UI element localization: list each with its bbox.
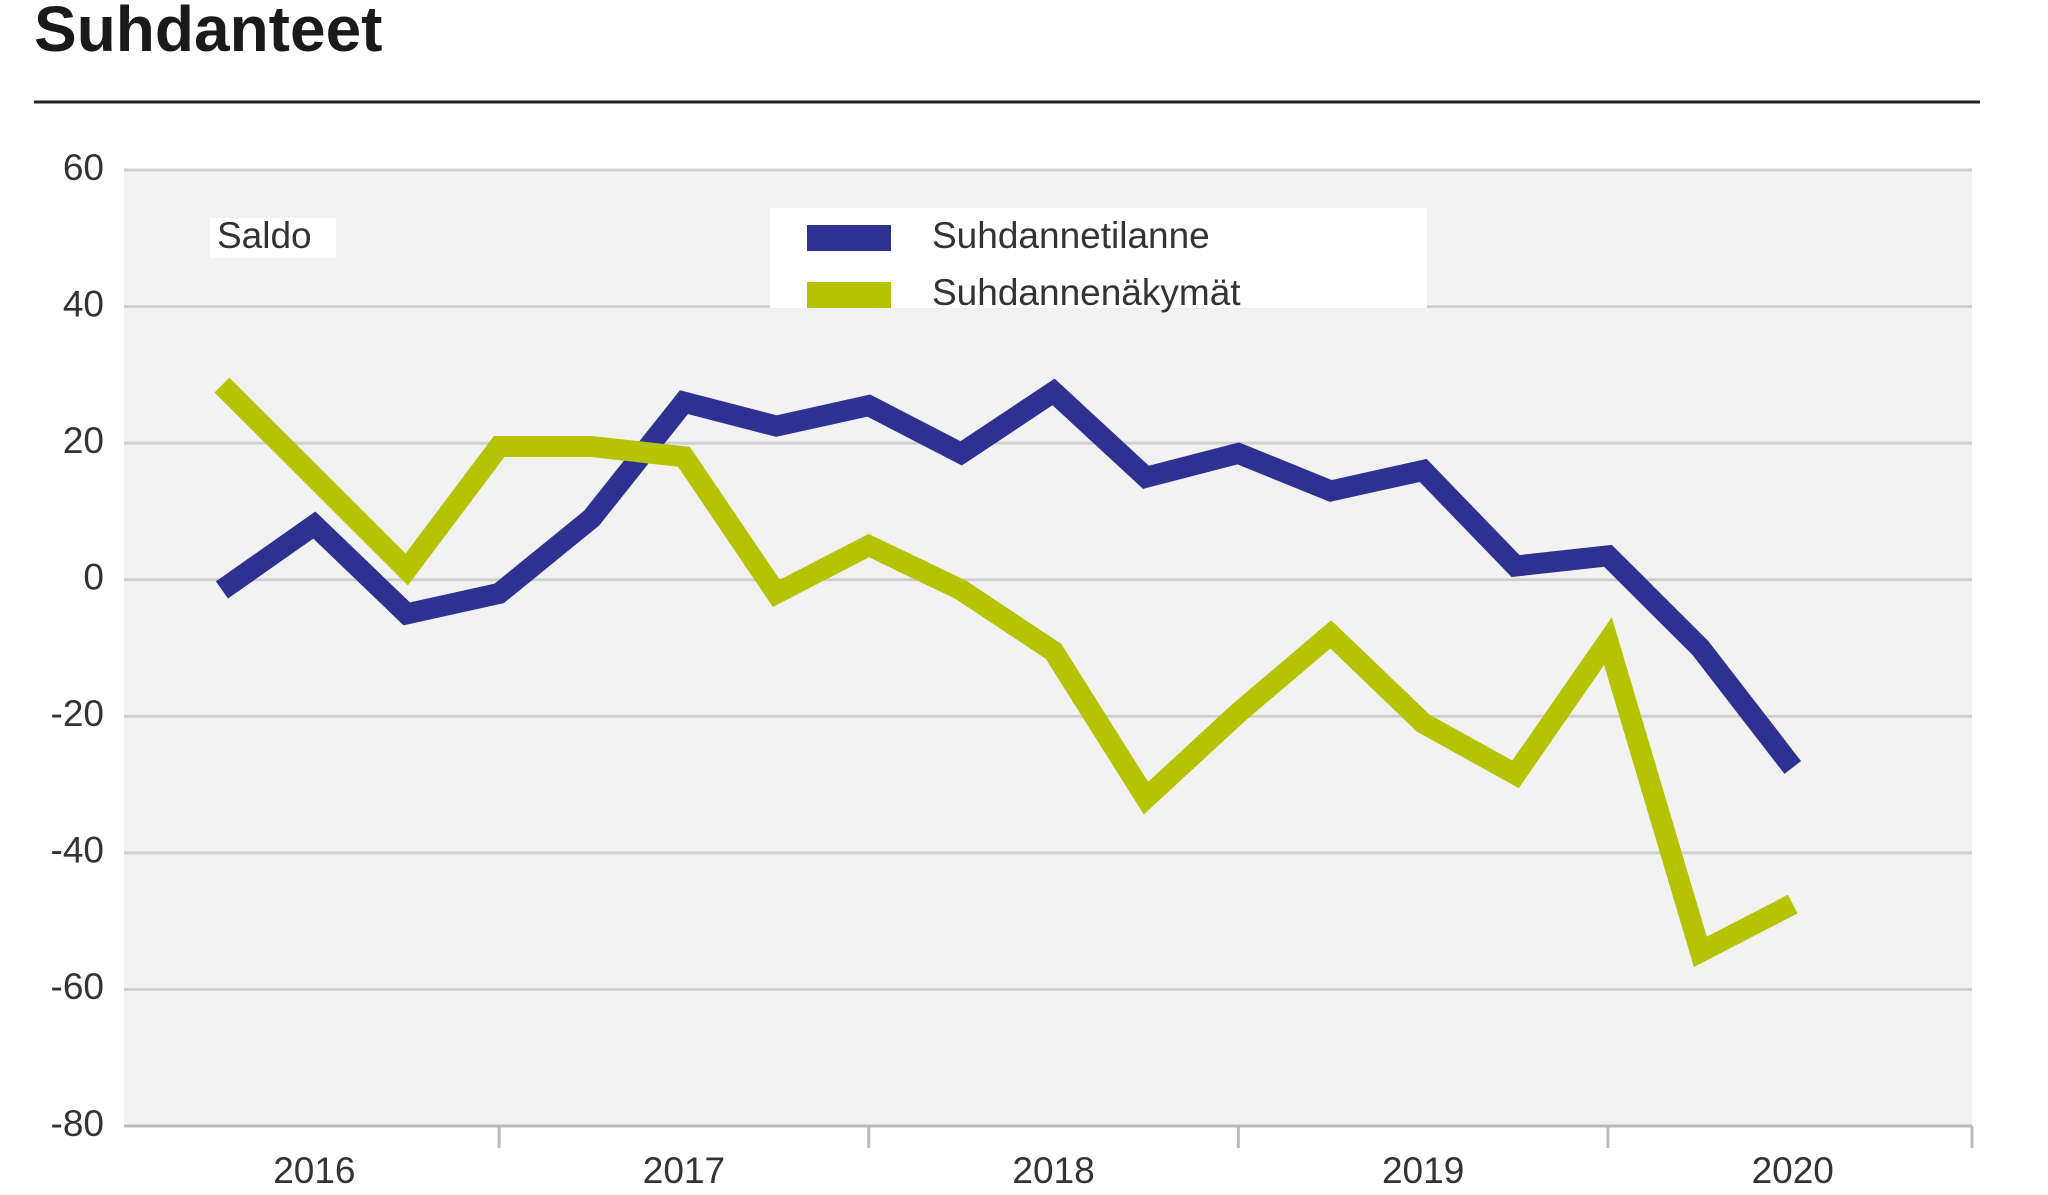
y-tick-label: -80 xyxy=(51,1103,104,1144)
y-tick-label: -40 xyxy=(51,830,104,871)
x-tick-label: 2020 xyxy=(1752,1150,1834,1191)
x-tick-label: 2016 xyxy=(273,1150,355,1191)
y-tick-label: -20 xyxy=(51,693,104,734)
y-tick-label: 40 xyxy=(63,283,104,324)
x-tick-label: 2019 xyxy=(1382,1150,1464,1191)
legend-swatch xyxy=(807,282,891,308)
y-tick-label: 60 xyxy=(63,147,104,188)
y-tick-label: 20 xyxy=(63,420,104,461)
legend-label: Suhdannetilanne xyxy=(932,215,1210,256)
line-series xyxy=(215,378,1802,774)
legend-swatch xyxy=(807,225,891,251)
ylabel-background xyxy=(210,218,336,258)
line-series xyxy=(214,377,1798,968)
chart-title: Suhdanteet xyxy=(34,0,382,65)
y-tick-label: -60 xyxy=(51,966,104,1007)
x-tick-label: 2017 xyxy=(643,1150,725,1191)
legend-label: Suhdannenäkymät xyxy=(932,272,1241,313)
x-tick-label: 2018 xyxy=(1012,1150,1094,1191)
y-axis-label: Saldo xyxy=(217,215,312,256)
y-tick-label: 0 xyxy=(83,556,104,597)
